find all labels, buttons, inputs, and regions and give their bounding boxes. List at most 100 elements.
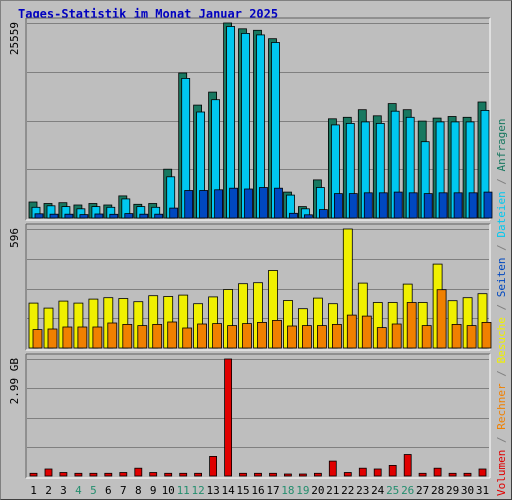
legend-entry: Seiten xyxy=(495,258,508,298)
x-tick-label: 4 xyxy=(75,484,82,497)
series-seiten xyxy=(34,187,493,219)
bar-rechner-day-17 xyxy=(272,319,282,349)
bar-rechner-day-20 xyxy=(316,325,327,349)
bar-rechner-day-10 xyxy=(167,321,178,349)
legend-entry: / xyxy=(495,238,508,258)
x-tick-label: 21 xyxy=(326,484,339,497)
x-tick-label: 31 xyxy=(476,484,489,497)
legend-entry: Rechner xyxy=(495,383,508,430)
bar-seiten-day-22 xyxy=(348,193,358,219)
bar-volumen-day-14 xyxy=(224,358,233,477)
bar-volumen-day-1 xyxy=(29,472,38,477)
bar-volumen-day-12 xyxy=(194,472,203,477)
bar-seiten-day-23 xyxy=(363,192,373,219)
x-tick-label: 20 xyxy=(311,484,324,497)
bar-seiten-day-21 xyxy=(333,193,343,219)
bar-volumen-day-16 xyxy=(254,472,262,477)
legend-entry: Dateien xyxy=(495,191,508,237)
bar-seiten-day-5 xyxy=(94,213,104,219)
bar-volumen-day-7 xyxy=(119,472,128,477)
bar-rechner-day-26 xyxy=(406,302,417,349)
bar-seiten-day-8 xyxy=(139,213,149,219)
bar-seiten-day-27 xyxy=(423,193,433,219)
bar-rechner-day-8 xyxy=(137,325,148,349)
panel-top: 25559 xyxy=(8,17,493,221)
bar-seiten-day-1 xyxy=(34,213,44,219)
x-tick-label: 26 xyxy=(401,484,414,497)
bar-rechner-day-13 xyxy=(212,323,223,349)
x-tick-label: 8 xyxy=(135,484,142,497)
bar-volumen-day-10 xyxy=(164,472,173,477)
bar-rechner-day-7 xyxy=(122,323,133,349)
bar-seiten-day-9 xyxy=(154,213,164,219)
bar-rechner-day-12 xyxy=(197,323,208,349)
bar-volumen-day-22 xyxy=(343,472,352,477)
x-tick-label: 23 xyxy=(356,484,369,497)
panel-bottom: 2.99 GB xyxy=(8,353,491,479)
bar-volumen-day-17 xyxy=(269,472,277,477)
x-tick-label: 18 xyxy=(281,484,294,497)
legend-entry: Volumen xyxy=(495,450,508,496)
x-tick-label: 12 xyxy=(191,484,204,497)
x-tick-label: 14 xyxy=(221,484,235,497)
bar-rechner-day-15 xyxy=(242,323,252,349)
bar-rechner-day-29 xyxy=(451,323,462,349)
bar-seiten-day-25 xyxy=(393,191,403,219)
chart-panels: 25559 596 2.99 GB xyxy=(8,17,493,479)
bar-volumen-day-26 xyxy=(403,454,412,477)
x-tick-label: 24 xyxy=(371,484,385,497)
bar-rechner-day-11 xyxy=(182,327,193,349)
series-volumen xyxy=(29,358,487,477)
x-tick-label: 2 xyxy=(45,484,52,497)
panel-background xyxy=(26,354,490,478)
x-tick-label: 22 xyxy=(341,484,354,497)
series-rechner xyxy=(32,289,492,349)
bar-seiten-day-10 xyxy=(169,207,179,219)
bar-seiten-day-4 xyxy=(79,214,89,219)
legend-entry: / xyxy=(495,297,508,317)
bar-rechner-day-1 xyxy=(32,329,43,349)
bar-seiten-day-20 xyxy=(318,209,328,219)
bar-rechner-day-9 xyxy=(152,323,163,349)
legend-entry: / xyxy=(495,364,508,384)
x-tick-label: 9 xyxy=(150,484,157,497)
legend-entry: Besuche xyxy=(495,317,508,363)
bar-seiten-day-24 xyxy=(378,192,388,219)
bar-rechner-day-18 xyxy=(287,325,297,349)
bar-volumen-day-3 xyxy=(59,472,68,477)
x-tick-label: 11 xyxy=(177,484,190,497)
x-tick-label: 3 xyxy=(60,484,67,497)
bar-rechner-day-31 xyxy=(481,321,492,349)
bar-rechner-day-28 xyxy=(436,289,447,349)
bar-volumen-day-8 xyxy=(134,467,143,477)
x-tick-label: 30 xyxy=(461,484,474,497)
bar-rechner-day-5 xyxy=(92,326,103,349)
bar-seiten-day-6 xyxy=(109,213,119,219)
legend-entry: / xyxy=(495,430,508,450)
bar-seiten-day-14 xyxy=(229,187,239,219)
bar-rechner-day-3 xyxy=(62,326,73,349)
bar-rechner-day-6 xyxy=(107,322,118,349)
bar-rechner-day-22 xyxy=(346,314,357,349)
bar-seiten-day-13 xyxy=(214,189,224,219)
bar-volumen-day-13 xyxy=(209,455,218,477)
bar-seiten-day-15 xyxy=(244,188,253,219)
bar-volumen-day-28 xyxy=(433,467,442,477)
bar-volumen-day-25 xyxy=(388,464,397,477)
series-dateien xyxy=(31,26,490,219)
x-tick-label: 15 xyxy=(236,484,249,497)
panel-middle: 596 xyxy=(8,223,492,351)
x-tick-label: 5 xyxy=(90,484,97,497)
y-max-label: 2.99 GB xyxy=(8,358,21,405)
bar-seiten-day-12 xyxy=(199,190,209,219)
bar-rechner-day-14 xyxy=(227,325,238,349)
x-tick-label: 13 xyxy=(206,484,219,497)
bar-volumen-day-20 xyxy=(313,472,322,477)
bar-volumen-day-19 xyxy=(298,473,307,477)
bar-volumen-day-21 xyxy=(328,460,337,477)
bar-seiten-day-3 xyxy=(64,213,74,219)
bar-volumen-day-27 xyxy=(418,472,427,477)
bar-seiten-day-30 xyxy=(468,192,478,219)
x-tick-label: 6 xyxy=(105,484,112,497)
x-tick-label: 29 xyxy=(446,484,459,497)
